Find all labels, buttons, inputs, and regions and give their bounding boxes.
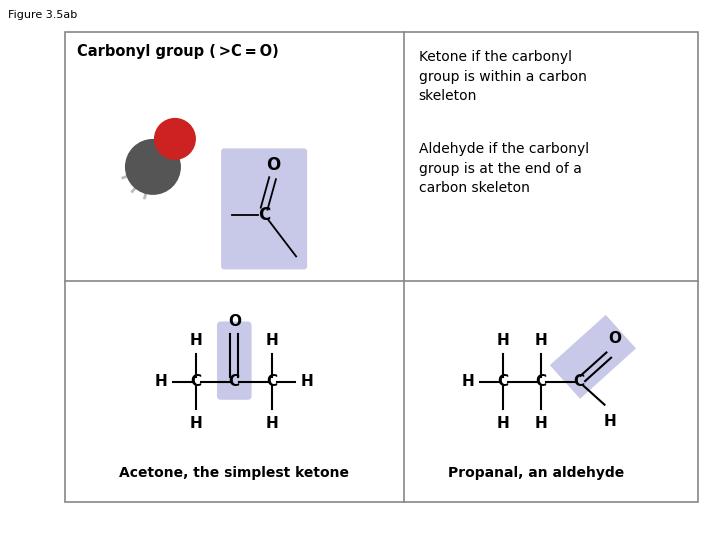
Text: C: C [536, 374, 546, 389]
Text: Propanal, an aldehyde: Propanal, an aldehyde [448, 466, 624, 480]
Text: H: H [190, 416, 202, 431]
Text: H: H [155, 374, 168, 389]
Text: H: H [535, 416, 547, 431]
FancyBboxPatch shape [217, 321, 251, 400]
Text: C: C [229, 374, 240, 389]
Text: H: H [604, 414, 616, 429]
Text: H: H [266, 416, 279, 431]
Text: C: C [498, 374, 508, 389]
Text: H: H [497, 333, 510, 348]
Text: Figure 3.5ab: Figure 3.5ab [8, 10, 77, 20]
Text: H: H [462, 374, 474, 389]
Text: C: C [191, 374, 202, 389]
Text: Acetone, the simplest ketone: Acetone, the simplest ketone [120, 466, 349, 480]
Text: O: O [228, 314, 240, 329]
Text: O: O [608, 331, 621, 346]
Text: O: O [266, 157, 281, 174]
Text: H: H [497, 416, 510, 431]
Text: Carbonyl group ( >C = O): Carbonyl group ( >C = O) [77, 44, 279, 59]
Ellipse shape [154, 118, 196, 160]
Text: H: H [266, 333, 279, 348]
Text: H: H [535, 333, 547, 348]
Text: Ketone if the carbonyl
group is within a carbon
skeleton: Ketone if the carbonyl group is within a… [419, 50, 587, 103]
Polygon shape [550, 315, 636, 399]
Text: H: H [190, 333, 202, 348]
Text: C: C [574, 374, 585, 389]
Text: Aldehyde if the carbonyl
group is at the end of a
carbon skeleton: Aldehyde if the carbonyl group is at the… [419, 143, 589, 195]
Text: H: H [301, 374, 313, 389]
FancyBboxPatch shape [221, 148, 307, 269]
Bar [65, 32, 698, 502]
Ellipse shape [125, 139, 181, 195]
Text: C: C [258, 206, 270, 224]
Text: C: C [266, 374, 278, 389]
